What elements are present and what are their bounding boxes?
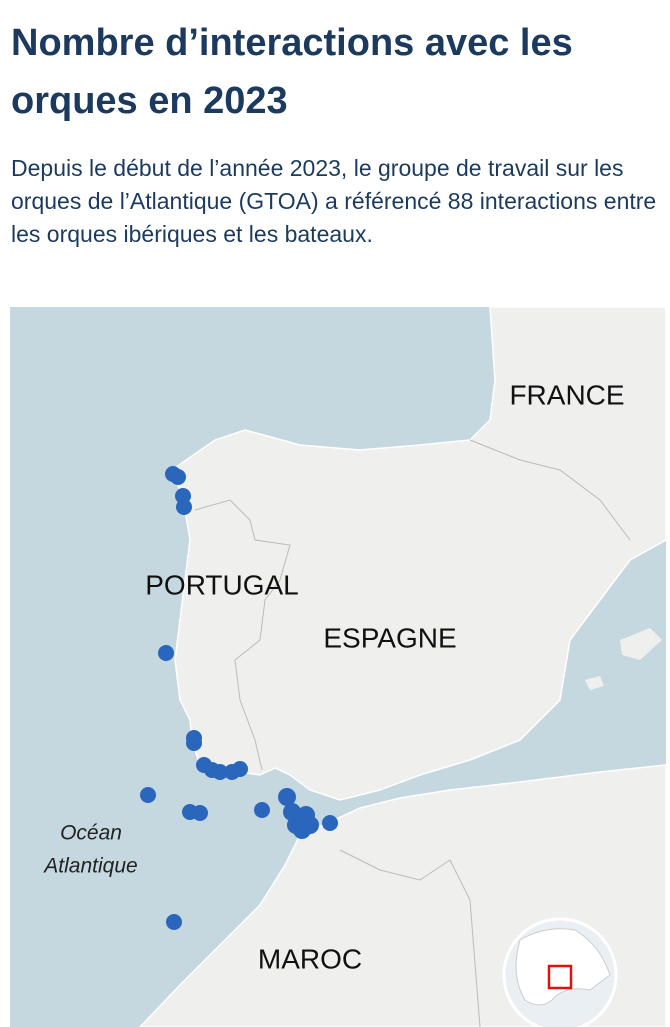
interaction-dot <box>254 802 270 818</box>
interaction-dot <box>158 645 174 661</box>
ocean-label: Océan <box>60 822 122 845</box>
interaction-dot <box>176 499 192 515</box>
country-label: MAROC <box>258 943 362 974</box>
island <box>585 676 604 690</box>
globe-marker <box>547 964 573 990</box>
interaction-dot <box>287 816 305 834</box>
interaction-dot <box>166 914 182 930</box>
subtitle: Depuis le début de l’année 2023, le grou… <box>11 155 657 247</box>
interactions <box>140 466 338 930</box>
borders <box>194 439 631 1027</box>
interaction-dot <box>278 788 296 806</box>
ocean-label: Atlantique <box>42 855 137 878</box>
interaction-dot <box>170 469 186 485</box>
title: Nombre d’interactions avec les orques en… <box>11 22 573 122</box>
interaction-dot <box>192 805 208 821</box>
interaction-dot <box>186 735 202 751</box>
island <box>620 628 662 660</box>
interaction-dot <box>212 764 228 780</box>
globe-inset <box>502 917 618 1027</box>
land-europe <box>171 307 666 801</box>
interaction-dot <box>322 815 338 831</box>
country-label: PORTUGAL <box>145 569 299 600</box>
interaction-dot <box>232 761 248 777</box>
country-label: ESPAGNE <box>323 622 456 653</box>
interaction-dot <box>140 787 156 803</box>
country-label: FRANCE <box>509 379 624 410</box>
